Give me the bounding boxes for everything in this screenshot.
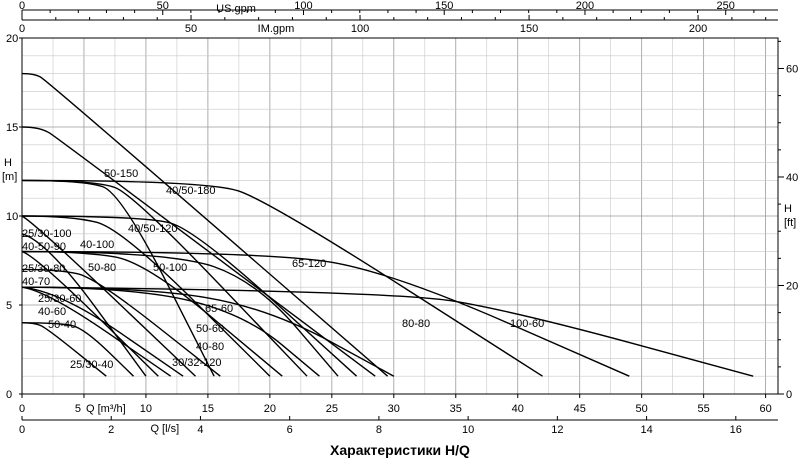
ls-tick-label: 14 [640,424,652,436]
curve-label-30-32-120: 30/32-120 [172,357,222,369]
curve-label-100-60: 100-60 [510,318,544,330]
ls-tick-label: 6 [287,424,293,436]
x-axis-label: Q [m³/h] [86,403,126,415]
curve-label-40-100: 40-100 [80,239,114,251]
x-tick-label: 35 [450,403,462,415]
curve-label-50-40: 50-40 [48,319,76,331]
curve-label-40-50-120: 40/50-120 [128,223,178,235]
curve-25-30-100 [21,215,196,377]
curve-40-100 [21,215,271,377]
ls-tick-label: 16 [730,424,742,436]
curve-label-25-30-40: 25/30-40 [70,359,113,371]
imgpm-tick-label: 200 [689,23,707,35]
imgpm-axis-label: IM.gpm [258,23,295,35]
curve-50-150 [21,126,376,377]
curve-label-40-80: 40-80 [196,341,224,353]
ls-tick-label: 2 [108,424,114,436]
ft-tick-label: 40 [786,172,798,184]
curve-label-25-30-80: 25/30-80 [22,263,65,275]
x-tick-label: 10 [140,403,152,415]
grid [21,37,778,395]
ft-tick-label: 0 [786,389,792,401]
y-tick-label: 0 [6,389,12,401]
x-tick-label: 5 [75,403,81,415]
ls-tick-label: 0 [19,424,25,436]
imgpm-tick-label: 150 [520,23,538,35]
x-tick-label: 40 [512,403,524,415]
y-tick-label: 10 [6,211,18,223]
ls-tick-label: 8 [376,424,382,436]
imgpm-tick-label: 100 [351,23,369,35]
x-tick-label: 55 [698,403,710,415]
curve-40-70 [21,268,221,377]
usgpm-tick-label: 150 [435,0,453,12]
ls-tick-label: 10 [462,424,474,436]
curve-80-80 [21,250,630,377]
curve-label-40-60: 40-60 [38,306,66,318]
ls-tick-label: 12 [551,424,563,436]
curve-50-40 [21,322,135,377]
chart-title: Характеристики H/Q [330,442,470,458]
curve-label-25-30-60: 25/30-60 [38,293,81,305]
usgpm-axis-label: US.gpm [216,3,256,15]
y-tick-label: 5 [6,300,12,312]
curve-40-50-180 [21,72,389,377]
curve-30-32-120 [21,179,215,377]
curves [21,72,754,377]
y-tick-label: 15 [6,122,18,134]
imgpm-tick-label: 50 [185,23,197,35]
curve-25-30-80 [21,250,159,377]
curve-label-25-30-100: 25/30-100 [22,228,72,240]
ft-tick-label: 60 [786,63,798,75]
y-tick-label: 20 [6,33,18,45]
curve-label-50-150: 50-150 [104,168,138,180]
ls-axis-label: Q [l/s] [150,423,179,435]
x-tick-label: 20 [264,403,276,415]
curve-label-65-120: 65-120 [292,258,326,270]
curve-label-50-100: 50-100 [153,262,187,274]
usgpm-tick-label: 250 [717,0,735,12]
x-tick-label: 25 [326,403,338,415]
curve-label-50-60: 50-60 [196,323,224,335]
x-tick-label: 50 [636,403,648,415]
x-tick-label: 0 [19,403,25,415]
ft-axis-label: H [784,203,792,215]
usgpm-tick-label: 100 [294,0,312,12]
y-axis-label: H [4,157,12,169]
curve-40-50-120 [21,179,308,377]
ft-axis-unit: [ft] [784,217,796,229]
curve-65-120 [21,179,543,377]
ft-tick-label: 20 [786,280,798,292]
x-tick-label: 60 [759,403,771,415]
curve-100-60 [21,286,754,377]
curve-label-65-60: 65-60 [205,303,233,315]
usgpm-tick-label: 0 [19,0,25,12]
curve-label-40-50-90: 40-50-90 [22,241,66,253]
curve-label-50-80: 50-80 [88,262,116,274]
x-tick-label: 15 [202,403,214,415]
ls-tick-label: 4 [197,424,203,436]
usgpm-tick-label: 200 [576,0,594,12]
y-axis-unit: [m] [2,171,17,183]
usgpm-tick-label: 50 [157,0,169,12]
curve-label-40-70: 40-70 [22,276,50,288]
curve-40-80 [21,250,339,377]
imgpm-tick-label: 0 [19,23,25,35]
curve-label-40-50-180: 40/50-180 [166,185,216,197]
curve-label-80-80: 80-80 [402,318,430,330]
x-tick-label: 30 [388,403,400,415]
curve-40-60 [21,286,184,377]
curve-40-50-90 [21,233,147,377]
x-tick-label: 45 [574,403,586,415]
